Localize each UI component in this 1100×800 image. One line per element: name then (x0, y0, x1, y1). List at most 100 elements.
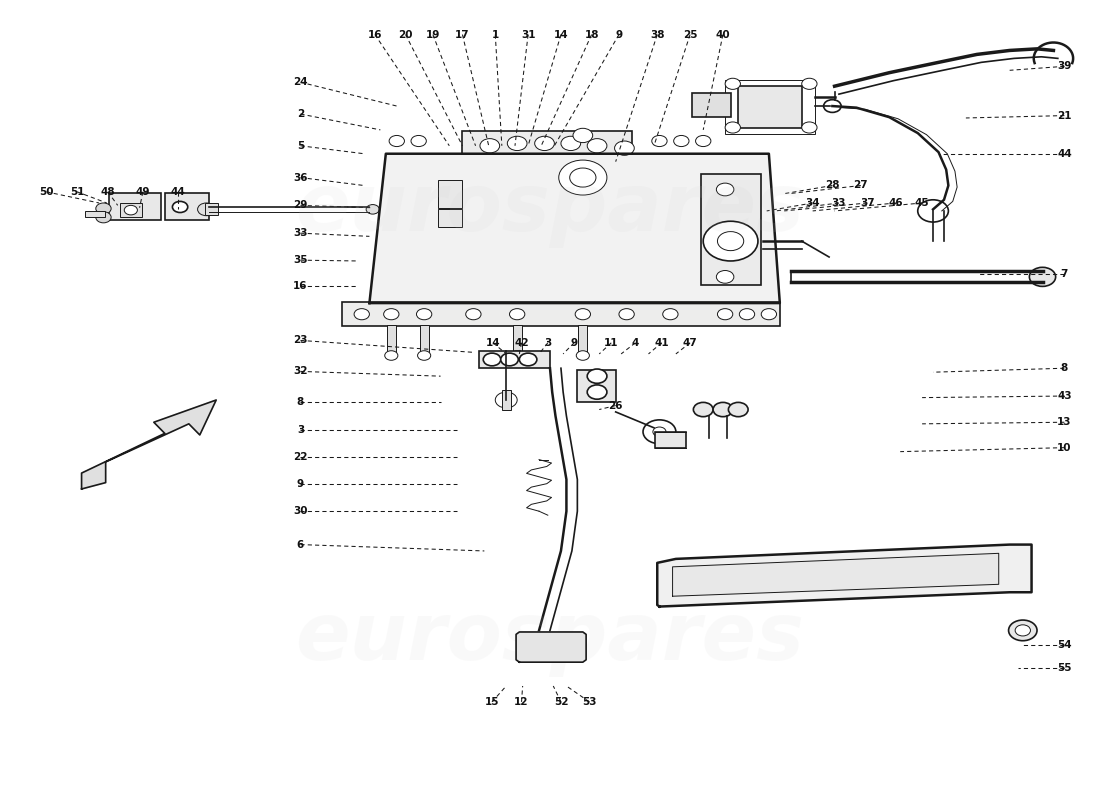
Text: 52: 52 (553, 697, 569, 707)
Text: 35: 35 (294, 255, 308, 265)
Circle shape (619, 309, 635, 320)
Circle shape (576, 350, 590, 360)
Text: 54: 54 (1057, 640, 1071, 650)
Bar (120, 203, 142, 218)
Text: 49: 49 (135, 187, 150, 197)
Bar (420, 326, 429, 355)
Polygon shape (672, 554, 999, 596)
Circle shape (483, 353, 500, 366)
Bar (578, 370, 616, 402)
Text: 25: 25 (683, 30, 697, 39)
Bar (439, 210, 462, 227)
Circle shape (917, 200, 948, 222)
Circle shape (662, 309, 678, 320)
Polygon shape (658, 545, 1032, 606)
Text: 47: 47 (683, 338, 697, 348)
Circle shape (198, 203, 216, 216)
Circle shape (535, 136, 554, 150)
Circle shape (559, 160, 607, 195)
Text: 11: 11 (604, 338, 618, 348)
Polygon shape (81, 400, 217, 489)
Text: 43: 43 (1057, 391, 1071, 401)
Circle shape (693, 402, 713, 417)
Text: 21: 21 (1057, 110, 1071, 121)
Text: 9: 9 (615, 30, 623, 39)
Bar (656, 432, 685, 448)
Text: 2: 2 (297, 109, 304, 119)
Text: 1: 1 (492, 30, 499, 39)
Text: 53: 53 (582, 697, 596, 707)
Text: 23: 23 (294, 335, 308, 346)
Text: eurospares: eurospares (296, 599, 804, 678)
Circle shape (389, 135, 405, 146)
Circle shape (761, 309, 777, 320)
Text: 41: 41 (654, 338, 669, 348)
Bar (478, 350, 550, 368)
Text: 50: 50 (40, 187, 54, 197)
Circle shape (124, 206, 138, 215)
Bar (462, 131, 632, 154)
Text: 17: 17 (455, 30, 470, 39)
Circle shape (587, 385, 607, 399)
Bar (206, 203, 219, 215)
Text: 55: 55 (1057, 662, 1071, 673)
Text: 24: 24 (294, 78, 308, 87)
Circle shape (561, 136, 581, 150)
Text: 8: 8 (1060, 363, 1068, 374)
Circle shape (587, 369, 607, 383)
Circle shape (418, 350, 431, 360)
Circle shape (739, 309, 755, 320)
Text: 33: 33 (832, 198, 846, 208)
Text: 31: 31 (521, 30, 536, 39)
Text: 29: 29 (294, 200, 308, 210)
Text: 6: 6 (297, 539, 304, 550)
Text: 4: 4 (631, 338, 639, 348)
Text: 15: 15 (485, 697, 499, 707)
Bar (439, 180, 462, 208)
Circle shape (703, 222, 758, 261)
Circle shape (1030, 267, 1056, 286)
Circle shape (725, 122, 740, 133)
Bar (701, 174, 761, 285)
Bar (165, 193, 209, 221)
Circle shape (570, 168, 596, 187)
Polygon shape (516, 632, 586, 662)
Circle shape (717, 309, 733, 320)
Circle shape (713, 402, 733, 417)
Bar (738, 86, 802, 127)
Text: 28: 28 (825, 181, 839, 190)
Bar (579, 326, 587, 355)
Bar (387, 326, 396, 355)
Text: 27: 27 (854, 181, 868, 190)
Text: 7: 7 (1060, 270, 1068, 279)
Circle shape (653, 427, 666, 437)
Circle shape (366, 205, 379, 214)
Circle shape (96, 212, 111, 223)
Text: 18: 18 (584, 30, 598, 39)
Text: 19: 19 (426, 30, 440, 39)
Text: 45: 45 (915, 198, 930, 208)
Circle shape (725, 78, 740, 90)
Polygon shape (370, 154, 780, 303)
Circle shape (495, 392, 517, 408)
Circle shape (644, 420, 675, 444)
Text: 32: 32 (294, 366, 308, 376)
Circle shape (575, 309, 591, 320)
Text: 38: 38 (650, 30, 664, 39)
Text: 9: 9 (571, 338, 578, 348)
Text: 42: 42 (514, 338, 529, 348)
Text: 9: 9 (297, 479, 304, 490)
Text: 16: 16 (294, 282, 308, 291)
Circle shape (385, 350, 398, 360)
Circle shape (652, 135, 667, 146)
Circle shape (384, 309, 399, 320)
Circle shape (509, 309, 525, 320)
Bar (342, 302, 780, 326)
Text: 14: 14 (486, 338, 500, 348)
Bar (502, 390, 510, 410)
Text: 5: 5 (297, 141, 304, 150)
Text: 3: 3 (297, 425, 304, 435)
Circle shape (1015, 625, 1031, 636)
Text: 40: 40 (716, 30, 730, 39)
Circle shape (417, 309, 432, 320)
